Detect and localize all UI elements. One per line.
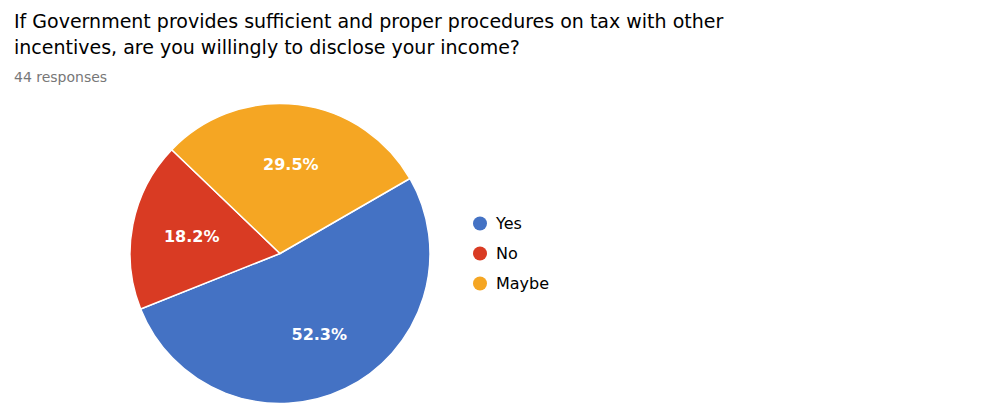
legend-label: Maybe <box>496 274 549 293</box>
legend-swatch <box>473 247 487 261</box>
title-group: If Government provides sufficient and pr… <box>14 10 723 58</box>
data-label: 52.3% <box>291 325 347 344</box>
legend: Yes No Maybe <box>473 214 549 293</box>
chart: If Government provides sufficient and pr… <box>0 0 998 413</box>
title: If Government provides sufficient and pr… <box>14 10 723 32</box>
legend-label: Yes <box>495 214 522 233</box>
data-labels: 52.3% 18.2% 29.5% <box>164 155 347 344</box>
legend-item: No <box>473 244 518 263</box>
legend-item: Maybe <box>473 274 549 293</box>
data-label: 18.2% <box>164 227 220 246</box>
title: incentives, are you willingly to disclos… <box>14 36 520 58</box>
legend-swatch <box>473 217 487 231</box>
data-label: 29.5% <box>263 155 319 174</box>
legend-swatch <box>473 277 487 291</box>
subtitle: 44 responses <box>14 69 107 85</box>
legend-label: No <box>496 244 518 263</box>
pie <box>130 104 430 404</box>
legend-item: Yes <box>473 214 522 233</box>
